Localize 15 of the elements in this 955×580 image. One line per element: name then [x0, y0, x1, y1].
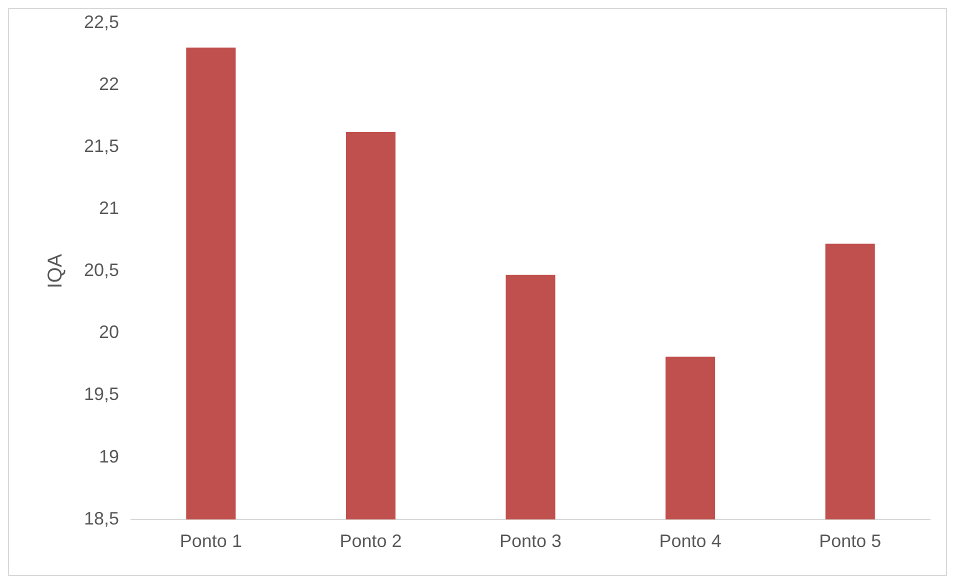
y-tick-label: 20	[99, 322, 120, 342]
y-axis-title: IQA	[44, 253, 67, 288]
y-tick-label: 22	[99, 74, 120, 94]
x-tick-label: Ponto 5	[819, 531, 882, 552]
x-tick-label: Ponto 4	[659, 531, 722, 552]
x-tick-label: Ponto 1	[180, 531, 242, 552]
y-tick-label: 20,5	[84, 260, 120, 280]
y-tick-label: 18,5	[84, 508, 120, 528]
y-tick-label: 21,5	[84, 136, 120, 156]
y-tick-label: 19	[99, 446, 120, 466]
y-tick-label: 21	[99, 198, 120, 218]
y-tick-label: 19,5	[84, 384, 120, 404]
x-tick-label: Ponto 2	[340, 531, 402, 552]
x-tick-label: Ponto 3	[499, 531, 562, 552]
y-tick-label: 22,5	[84, 12, 120, 32]
